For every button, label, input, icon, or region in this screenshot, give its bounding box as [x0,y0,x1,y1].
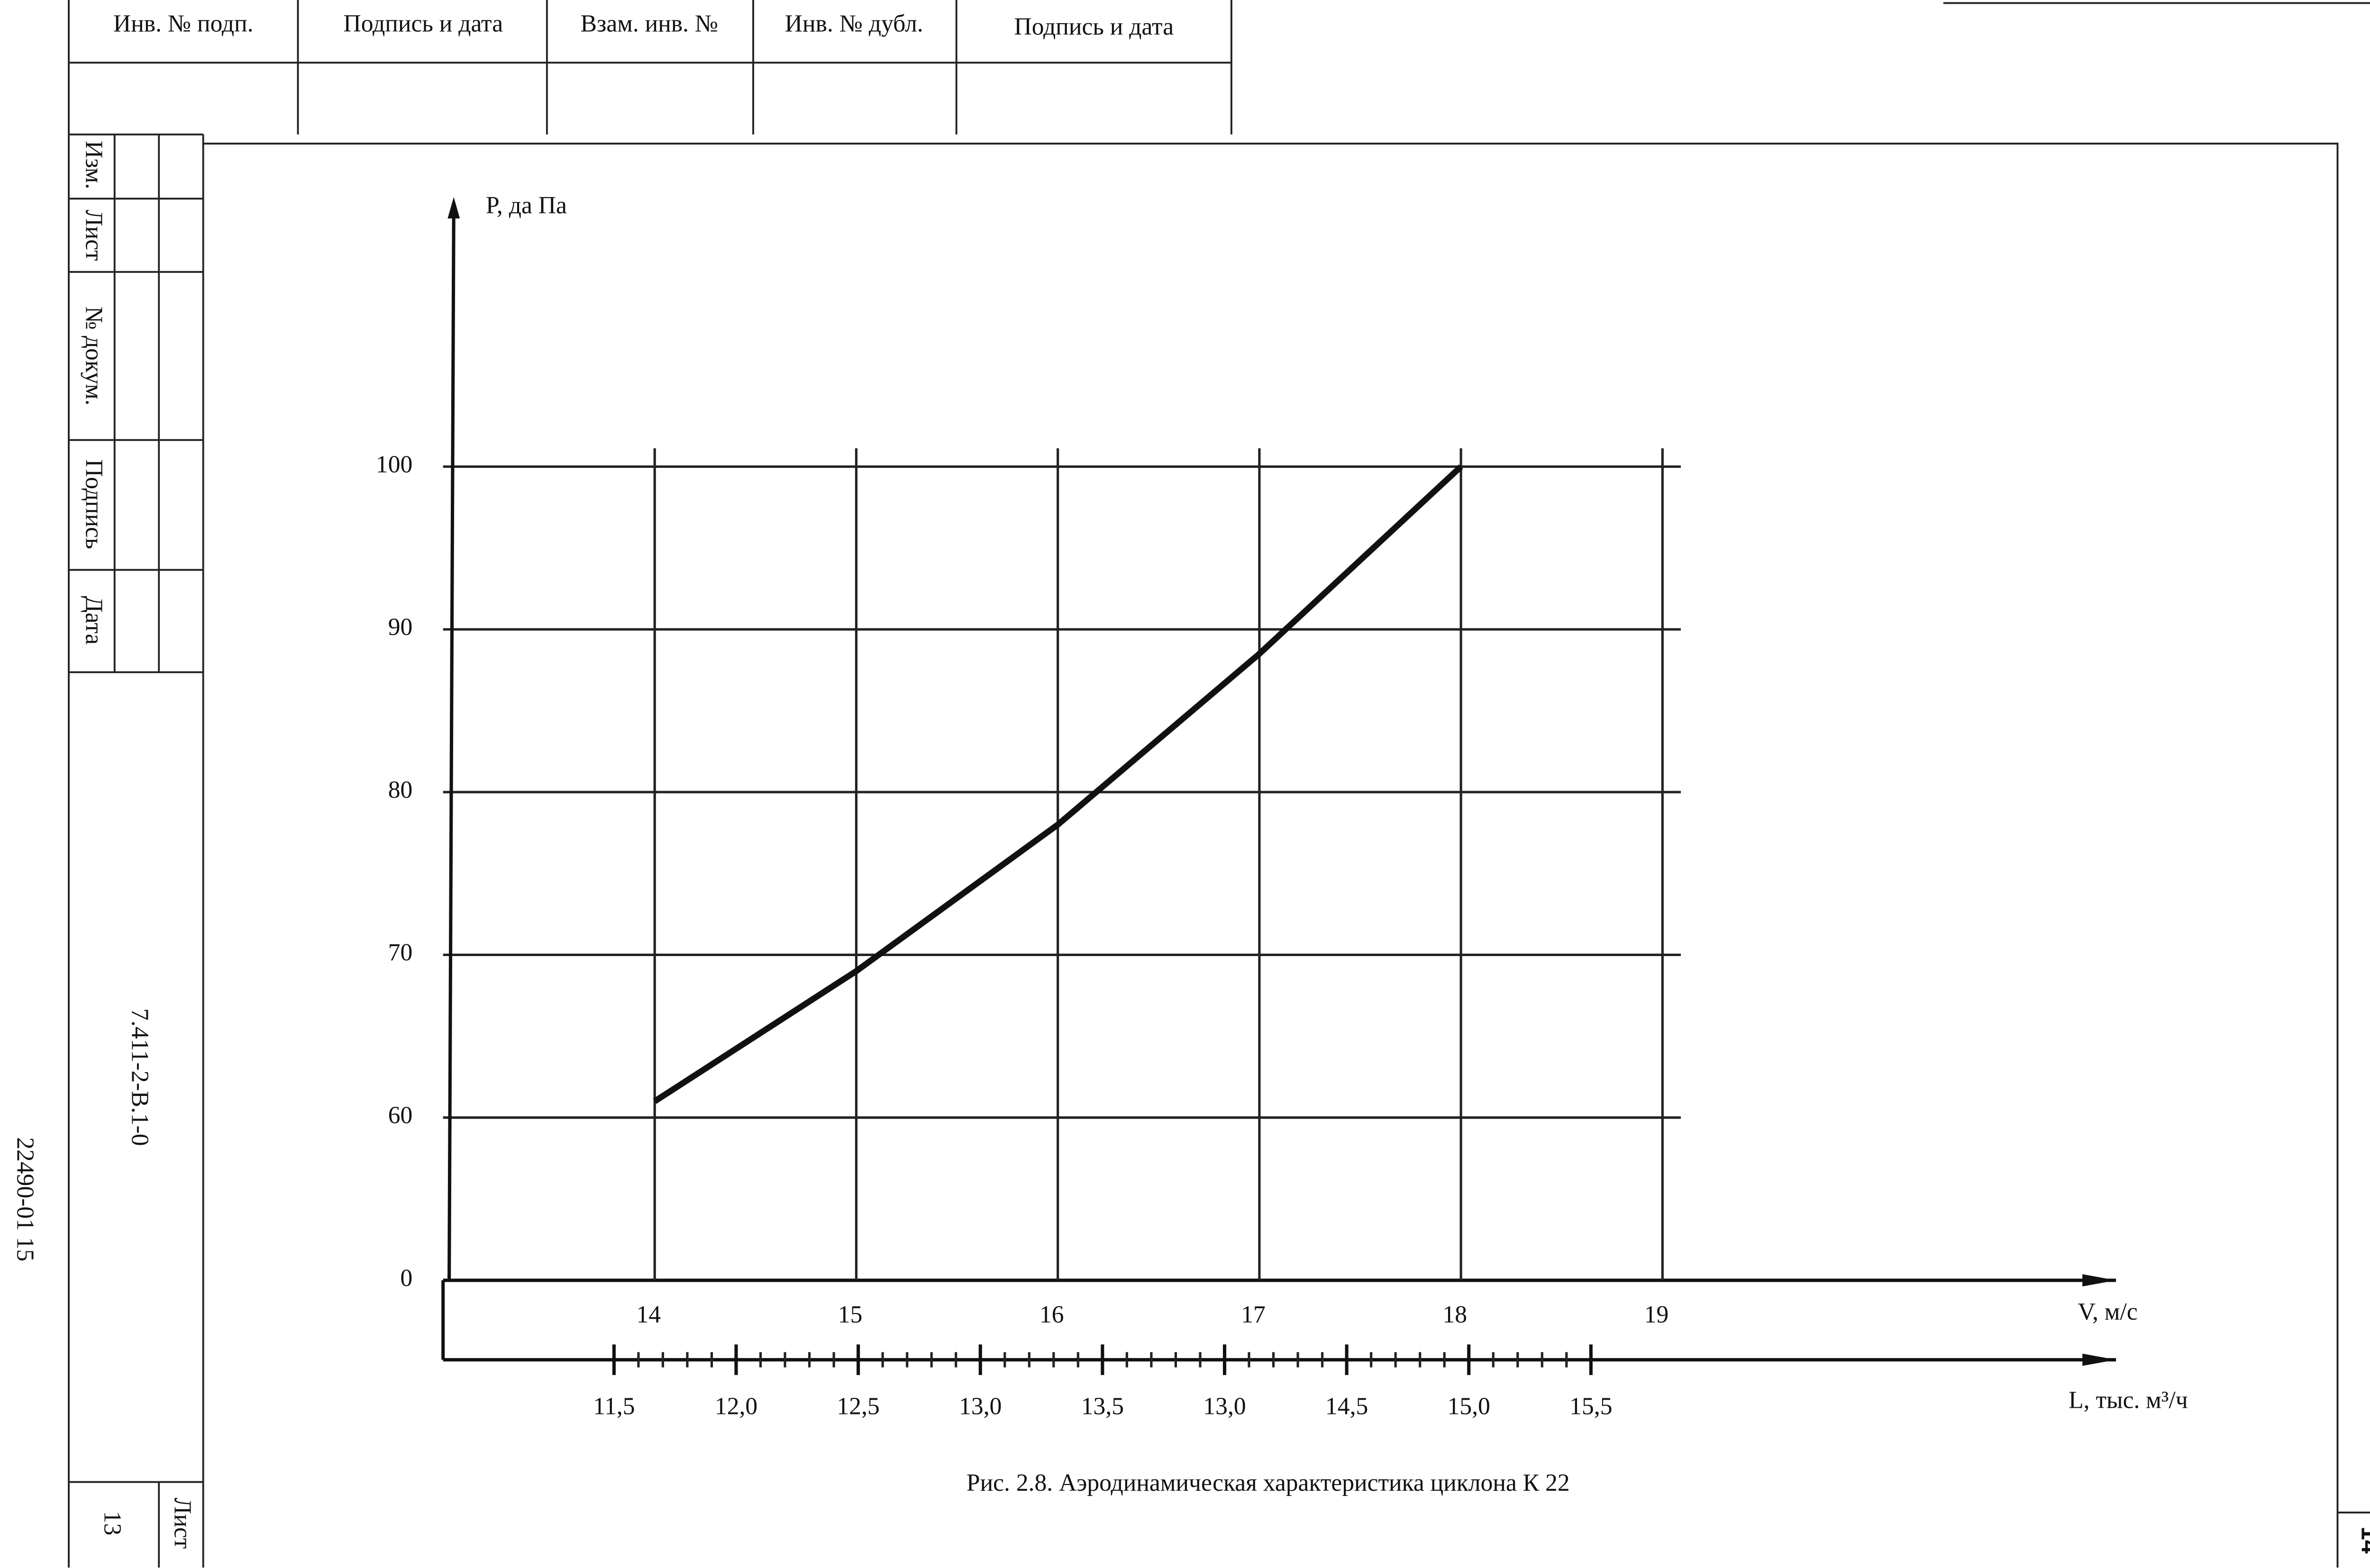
x2-tick-label: 15,5 [1569,1393,1612,1420]
doc-code: 7.411-2-В.1-0 [126,1008,153,1146]
x-axis-label: V, м/с [2078,1298,2138,1325]
sheet-left: 13 [99,1511,126,1536]
stamp-cell: Взам. инв. № [581,10,719,37]
x-tick-label: 15 [838,1301,863,1328]
stamp-cell: Дата [81,596,108,645]
x2-tick-label: 13,0 [959,1393,1002,1420]
x2-tick-label: 12,0 [715,1393,757,1420]
stamp-cell: Инв. № дубл. [785,10,923,37]
y-tick-label: 0 [400,1265,412,1292]
x2-tick-label: 15,0 [1448,1393,1490,1420]
top-stamp: Инв. № подп. Подпись и дата Взам. инв. №… [68,0,1232,135]
chart-title: Рис. 2.8. Аэродинамическая характеристик… [966,1469,1570,1496]
y-tick-label: 90 [388,614,413,641]
x-axis-arrow [2082,1274,2116,1286]
x-tick-label: 19 [1644,1301,1669,1328]
x2-tick-label: 12,5 [837,1393,880,1420]
stamp-cell: Лист [81,210,108,261]
y-tick-label: 80 [388,776,413,803]
x2-tick-label: 11,5 [593,1393,635,1420]
sheet-label: Лист [169,1498,196,1549]
stamp-cell: Изм. [81,141,108,189]
y-tick-label: 60 [388,1102,413,1129]
main-frame [202,134,2370,1568]
x-tick-label: 14 [637,1301,661,1328]
side-stamp-lines [68,133,203,1568]
side-stamp: Изм. Лист № докум. Подпись Дата 7.411-2-… [68,133,203,1568]
x-tick-label: 16 [1039,1301,1064,1328]
y-tick-label: 100 [376,451,412,478]
stamp-cell: Подпись [81,459,108,549]
stamp-cell: № докум. [81,306,108,405]
y-tick-label: 70 [388,939,413,966]
y-axis [447,206,456,1281]
stamp-cell: Подпись и дата [344,10,503,37]
top-stamp-lines [68,0,1232,135]
x-tick-label: 17 [1241,1301,1266,1328]
x2-axis-arrow [2082,1353,2116,1366]
stamp-cell: Инв. № подп. [113,10,254,37]
sheet-number: 14 [2356,1526,2370,1554]
stamp-cell: Подпись и дата [1014,13,1174,40]
x2-tick-label: 13,0 [1203,1393,1246,1420]
x-tick-label: 18 [1442,1301,1467,1328]
data-line [653,464,1463,1104]
y-axis-label: P, да Па [486,192,567,219]
x2-tick-label: 13,5 [1081,1393,1124,1420]
x2-axis-label: L, тыс. м³/ч [2069,1387,2188,1414]
x2-tick-label: 14,5 [1325,1393,1368,1420]
y-axis-arrow [447,197,460,219]
side-number: 22490-01 15 [12,1137,39,1261]
